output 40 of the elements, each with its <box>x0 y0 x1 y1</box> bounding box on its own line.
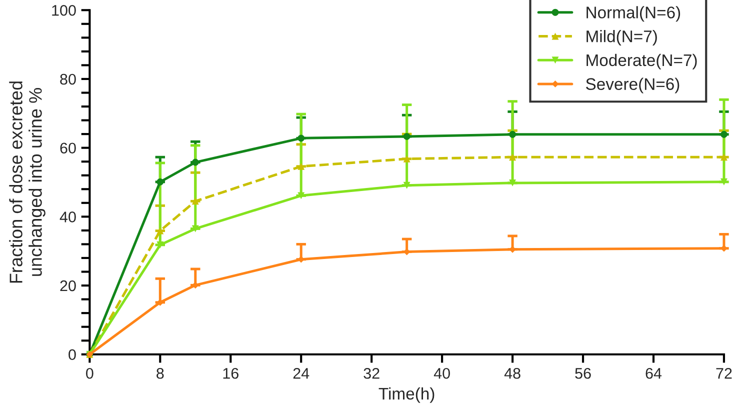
point <box>192 225 199 232</box>
point <box>156 227 164 234</box>
x-tick-label: 40 <box>434 368 450 379</box>
legend-label: Moderate(N=7) <box>586 54 697 70</box>
point <box>192 158 199 166</box>
legend-label: Normal(N=6) <box>586 6 680 22</box>
x-tick-label: 56 <box>575 368 591 379</box>
point <box>403 155 410 162</box>
y-tick-label: 40 <box>60 212 76 222</box>
point <box>509 130 516 138</box>
point <box>720 178 728 186</box>
point <box>298 162 305 170</box>
x-tick-label: 48 <box>504 368 520 379</box>
point <box>403 132 410 140</box>
x-tick-label: 72 <box>716 368 732 379</box>
point <box>192 198 199 205</box>
point <box>509 179 516 186</box>
point <box>298 134 305 142</box>
point <box>403 182 410 189</box>
x-tick-label: 0 <box>86 368 94 379</box>
y-tick-label: 80 <box>60 74 76 85</box>
x-tick-label: 32 <box>364 368 380 379</box>
y-tick-label: 100 <box>52 4 76 16</box>
point <box>156 241 164 248</box>
point <box>298 192 305 200</box>
x-tick-label: 24 <box>293 368 310 379</box>
x-tick-label: 16 <box>223 368 238 379</box>
x-tick-label: 64 <box>646 368 662 379</box>
point <box>720 130 728 138</box>
y-tick-label: 20 <box>60 280 76 292</box>
legend-label: Severe(N=6) <box>586 78 680 94</box>
legend-label: Mild(N=7) <box>586 30 657 46</box>
point <box>720 154 728 161</box>
x-axis-title: Time(h) <box>378 387 434 403</box>
y-axis-title: Fraction of dose excreted unchanged into urine % <box>9 82 46 283</box>
x-tick-label: 8 <box>156 368 164 379</box>
point <box>509 154 516 161</box>
y-tick-label: 0 <box>68 349 76 360</box>
point <box>156 178 164 186</box>
y-tick-label: 60 <box>60 142 76 154</box>
